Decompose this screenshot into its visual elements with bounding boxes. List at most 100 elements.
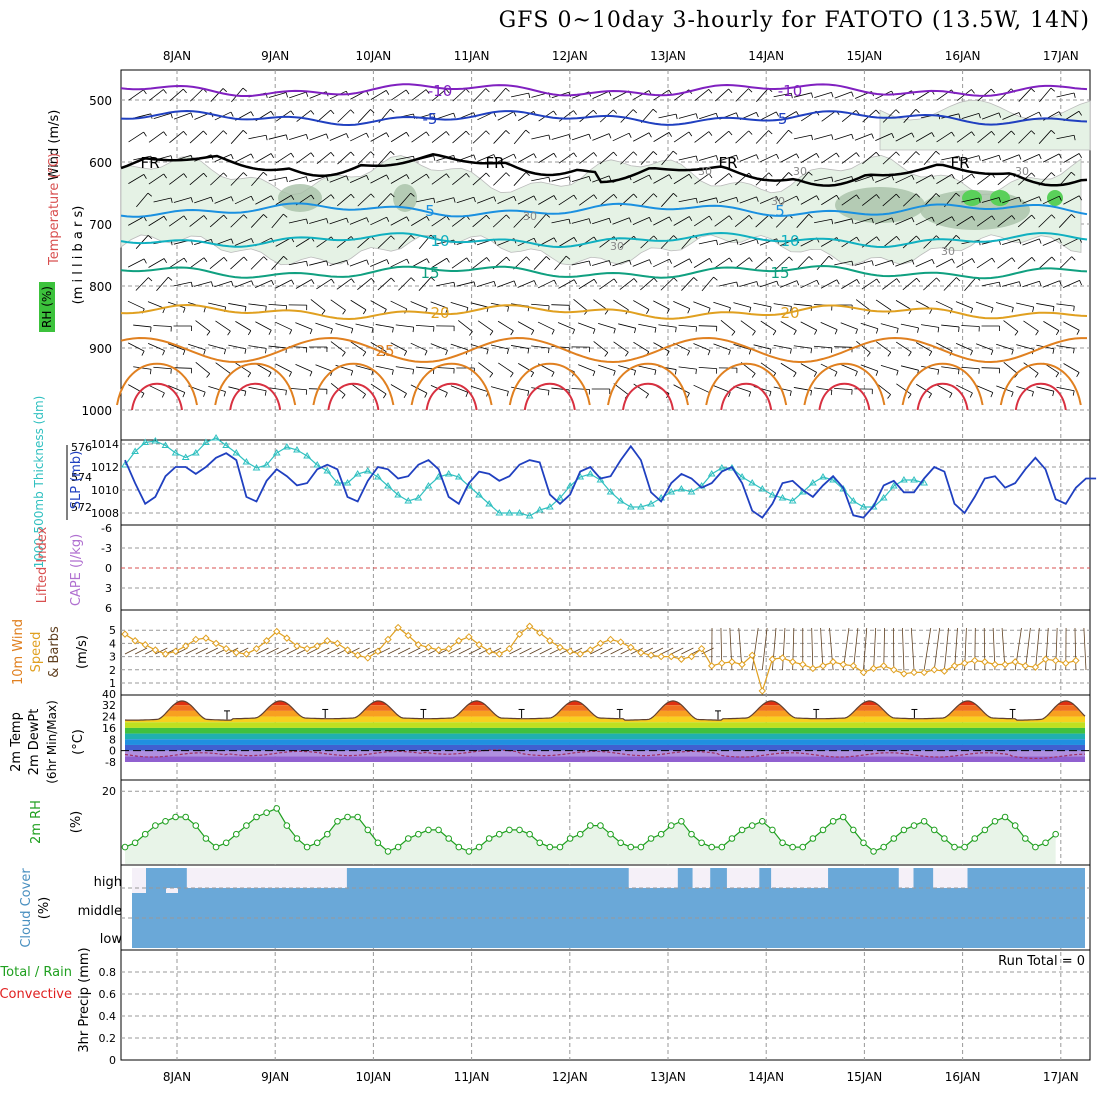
wind-barb-shaft <box>834 260 853 266</box>
wind-barb-shaft <box>411 89 427 101</box>
wind-barb-flag <box>250 196 254 201</box>
wind-barb-flag <box>183 131 187 136</box>
wind-barb-flag <box>928 393 932 399</box>
wind-barb-flag <box>426 216 430 221</box>
wind-barb <box>816 255 833 271</box>
wind-barb-shaft <box>633 341 649 353</box>
wind-speed-point <box>991 660 999 669</box>
surface-wind-barb <box>751 627 759 671</box>
wind-barb-flag <box>736 239 739 245</box>
wind-barb <box>800 321 818 335</box>
wind-barb-flag <box>203 130 208 135</box>
wind-barb-flag <box>788 256 793 261</box>
wind10m-axis-label: 10m Wind <box>11 619 26 685</box>
wind-barb <box>981 281 1001 288</box>
wind-barb-shaft <box>1038 130 1052 144</box>
wind-barb-flag <box>453 282 456 288</box>
wind-barb-flag <box>548 134 551 140</box>
wind-barb-flag <box>653 151 658 156</box>
wind-barb-shaft <box>814 176 832 182</box>
rh-point <box>344 813 351 821</box>
wind-barb-flag <box>268 330 272 335</box>
wind-barb-shaft <box>620 109 634 123</box>
rh-point <box>1042 839 1049 847</box>
wind-barb-flag <box>866 352 871 357</box>
wind-barb-shaft <box>149 89 164 101</box>
wind-barb-flag <box>371 278 375 283</box>
wind-barb <box>418 277 435 291</box>
rh-point <box>415 830 422 838</box>
wind-barb-shaft <box>862 194 877 206</box>
wind-barb-flag <box>405 89 410 95</box>
rh-point <box>819 826 827 834</box>
wind-barb <box>189 257 208 269</box>
wind-barb-shaft <box>148 173 165 185</box>
wind-speed-point <box>788 658 797 666</box>
wind-barb-shaft <box>230 214 244 228</box>
wind-barb <box>694 89 713 101</box>
dewpoint-line <box>124 749 1086 759</box>
wind-barb-shaft <box>759 196 777 204</box>
wind-barb-shaft <box>1016 385 1034 393</box>
wind-barb <box>955 301 974 314</box>
rh-point <box>738 826 746 834</box>
rh-point <box>779 839 786 847</box>
wind-barb-flag <box>551 372 555 377</box>
wind-barb-flag <box>250 111 254 117</box>
wind-barb-flag <box>250 153 254 159</box>
wind-barb-flag <box>486 349 489 355</box>
wind-barb <box>456 281 476 287</box>
wind-barb <box>215 320 231 336</box>
wind-barb-flag <box>830 390 833 396</box>
wind-barb-flag <box>551 329 555 335</box>
wind-barb-flag <box>505 172 510 177</box>
rh-point <box>860 839 867 847</box>
wind-barb <box>1038 256 1056 270</box>
wind-barb <box>936 384 953 398</box>
wind-barb-flag <box>971 258 975 264</box>
isotherm-30-wave <box>720 382 773 411</box>
wind-barb-shaft <box>336 236 352 248</box>
wind-barb-flag <box>790 306 792 312</box>
wind-barb-flag <box>263 256 268 261</box>
wind-barb-flag <box>141 350 145 356</box>
wind-barb-flag <box>285 177 288 183</box>
wind-barb <box>661 150 678 166</box>
wind-barb-flag <box>856 194 860 200</box>
wind-barb <box>153 325 172 332</box>
wind-barb-flag <box>568 176 571 182</box>
wind-barb-flag <box>951 216 955 222</box>
wind-barb <box>268 134 288 140</box>
wind-barb <box>275 152 295 164</box>
wind-barb-shaft <box>349 217 367 225</box>
wind-barb <box>735 88 753 102</box>
wind-barb-shaft <box>841 279 858 289</box>
isotherm-label: FR <box>485 154 504 172</box>
thickness-point <box>586 470 595 477</box>
wind-barb <box>288 218 309 224</box>
wind-barb <box>1023 362 1039 378</box>
wind-barb-shaft <box>551 134 570 140</box>
wind-barb-shaft <box>876 341 892 353</box>
wind-barb <box>755 256 773 270</box>
wind-barb-flag <box>871 218 874 224</box>
wind-barb-flag <box>170 113 173 119</box>
wind-barb-shaft <box>571 388 590 390</box>
surface-wind-barb <box>529 647 542 655</box>
wind-barb-shaft <box>390 131 407 143</box>
wind-barb-shaft <box>153 197 172 203</box>
wind-barb-flag <box>751 373 756 378</box>
wind-barb-shaft <box>173 197 192 203</box>
wind-barb-shaft <box>148 384 165 394</box>
wind-speed-point <box>475 641 483 649</box>
wind-barb-flag <box>998 282 1001 288</box>
wind-barb-shaft <box>997 88 1012 102</box>
wind-barb-shaft <box>673 384 690 394</box>
wind-barb-shaft <box>719 239 737 245</box>
wind-barb <box>660 277 678 291</box>
wind-barb-shaft <box>450 301 469 309</box>
wind-barb-shaft <box>531 176 550 182</box>
wind-barb <box>411 89 430 101</box>
wind-barb-shaft <box>592 175 610 183</box>
wind-barb-shaft <box>1022 111 1040 121</box>
